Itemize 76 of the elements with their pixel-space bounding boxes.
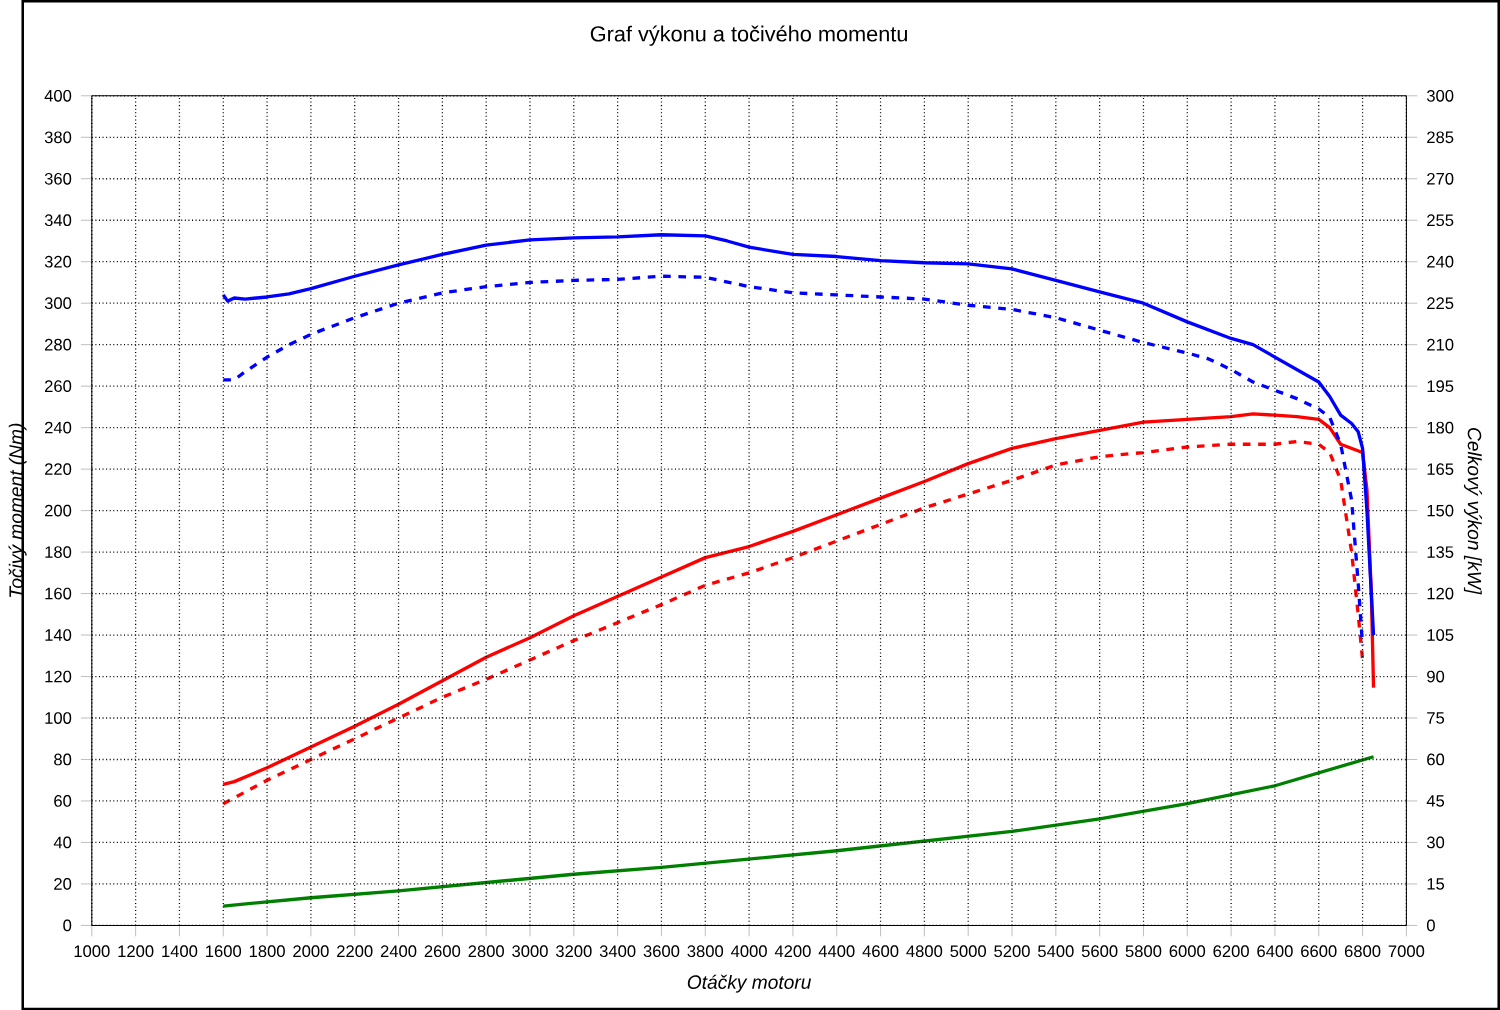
x-tick-label: 6200	[1213, 945, 1249, 957]
y2-tick-label: 240	[1427, 255, 1454, 268]
x-tick-label: 1800	[249, 945, 285, 957]
y-tick-label: 80	[54, 753, 72, 766]
x-tick-label: 4000	[731, 945, 767, 957]
y2-tick-label: 165	[1427, 463, 1454, 475]
y-tick-label: 20	[54, 877, 72, 890]
x-tick-label: 4800	[906, 945, 943, 957]
y2-tick-label: 90	[1427, 670, 1445, 683]
y-tick-label: 200	[45, 504, 72, 517]
x-tick-label: 1200	[118, 945, 154, 957]
x-tick-label: 3600	[643, 945, 680, 957]
x-tick-label: 6400	[1257, 945, 1293, 957]
x-tick-label: 2600	[424, 945, 461, 957]
y2-tick-label: 195	[1427, 380, 1454, 392]
x-tick-label: 3200	[555, 945, 592, 957]
y2-tick-label: 30	[1426, 836, 1445, 849]
x-tick-label: 2800	[468, 945, 504, 957]
x-tick-label: 5800	[1125, 945, 1162, 957]
x-tick-label: 2200	[337, 945, 373, 957]
y2-tick-label: 255	[1427, 214, 1454, 226]
y-tick-label: 220	[45, 463, 72, 475]
x-tick-label: 5400	[1038, 945, 1074, 957]
y-tick-label: 400	[44, 89, 72, 102]
y2-tick-label: 225	[1427, 297, 1454, 309]
y2-tick-label: 270	[1427, 172, 1454, 185]
x-tick-label: 6000	[1169, 945, 1206, 957]
y2-tick-label: 0	[1426, 919, 1435, 932]
y-tick-label: 260	[45, 380, 72, 392]
y-tick-label: 240	[45, 421, 72, 434]
y-tick-label: 140	[45, 629, 72, 641]
y-tick-label: 300	[44, 297, 72, 309]
x-tick-label: 2400	[380, 945, 417, 957]
y2-tick-label: 120	[1427, 587, 1454, 600]
x-tick-label: 1000	[74, 945, 110, 957]
y2-tick-label: 210	[1427, 338, 1454, 351]
x-tick-label: 3800	[687, 945, 724, 957]
y2-tick-label: 60	[1427, 753, 1445, 766]
y-tick-label: 360	[44, 172, 72, 185]
x-tick-label: 4200	[774, 945, 811, 957]
x-axis-title: Otáčky motoru	[687, 974, 811, 993]
y-tick-label: 0	[63, 919, 72, 932]
x-tick-label: 2000	[293, 945, 329, 957]
x-tick-label: 4400	[818, 945, 855, 957]
y-tick-label: 320	[44, 255, 72, 268]
y2-tick-label: 300	[1426, 89, 1454, 102]
y-tick-label: 120	[45, 670, 72, 683]
y-tick-label: 160	[45, 587, 72, 600]
x-tick-label: 6800	[1344, 945, 1381, 957]
x-tick-label: 5000	[950, 945, 986, 957]
y2-tick-label: 45	[1426, 795, 1445, 807]
y-tick-label: 100	[45, 712, 72, 724]
y2-tick-label: 105	[1427, 629, 1454, 641]
x-tick-label: 1400	[162, 945, 198, 957]
y-tick-label: 60	[54, 794, 72, 807]
y2-tick-label: 285	[1427, 131, 1454, 144]
x-tick-label: 5600	[1081, 945, 1118, 957]
x-tick-label: 3000	[512, 945, 548, 957]
y2-tick-label: 75	[1427, 712, 1445, 724]
y-tick-label: 380	[44, 131, 72, 144]
y2-tick-label: 180	[1427, 421, 1454, 434]
y2-tick-label: 150	[1427, 504, 1454, 517]
x-tick-label: 7000	[1388, 945, 1425, 957]
x-tick-label: 3400	[599, 945, 636, 957]
x-tick-label: 4600	[862, 945, 899, 957]
y2-tick-label: 135	[1427, 546, 1454, 558]
chart-title: Graf výkonu a točivého momentu	[590, 25, 907, 46]
x-tick-label: 5200	[994, 945, 1030, 957]
x-tick-label: 6600	[1301, 945, 1337, 957]
y2-tick-label: 15	[1427, 878, 1445, 890]
x-tick-label: 1600	[206, 945, 242, 957]
y2-axis-title: Celkový výkon [kW]	[1463, 427, 1482, 595]
y-tick-label: 40	[53, 836, 72, 849]
y-tick-label: 180	[45, 546, 72, 558]
y-tick-label: 340	[44, 214, 72, 226]
y-tick-label: 280	[45, 338, 72, 351]
